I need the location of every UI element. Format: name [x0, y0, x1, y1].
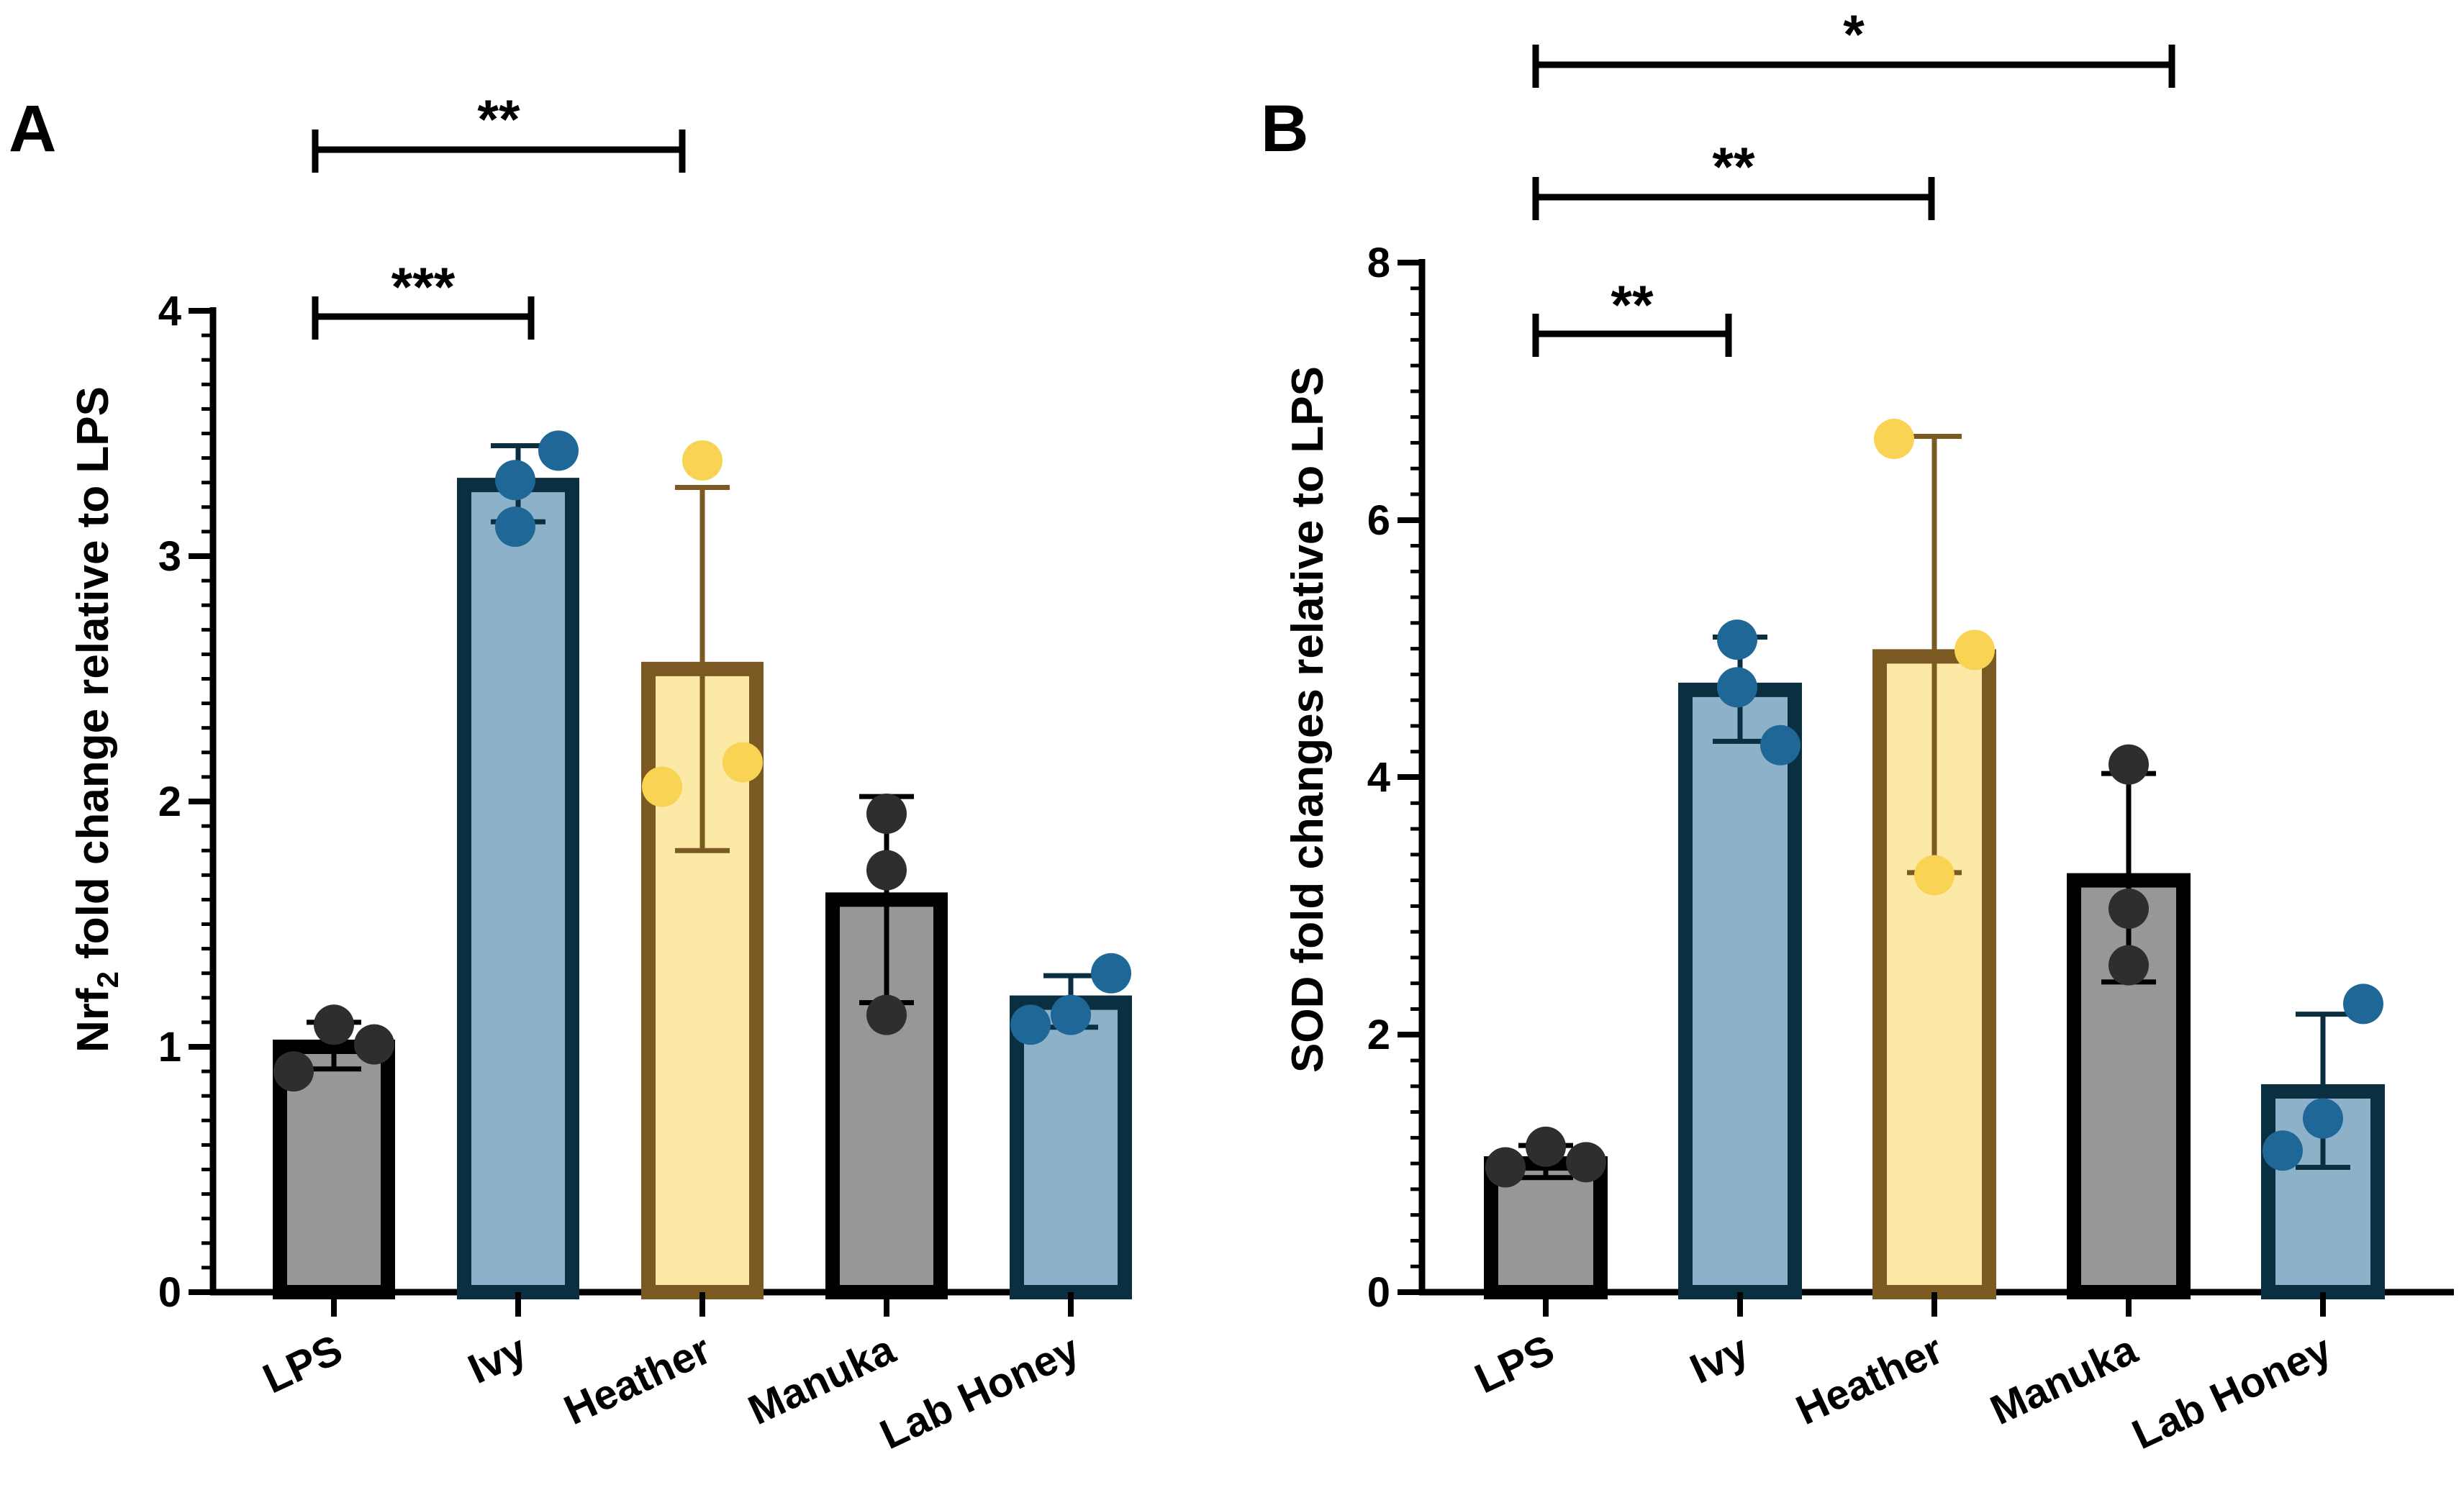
panel-a-data-point-lab-honey [1091, 953, 1131, 994]
panel-b-y-tick-label-8: 8 [1367, 240, 1390, 286]
panel-b-data-point-heather [1914, 855, 1955, 896]
panel-b-y-axis-title: SOD fold changes relative to LPS [1283, 366, 1333, 1073]
panel-a: A Nrf2 fold change relative to LPS 0 1 2… [9, 89, 1132, 1458]
panel-b-y-tick-label-0: 0 [1367, 1269, 1390, 1316]
panel-b-bar-group-ivy [1678, 619, 1802, 1299]
panel-b-y-tick-label-2: 2 [1367, 1012, 1390, 1058]
panel-b-comparison-lps-heather: ** [1532, 137, 1935, 220]
panel-b-data-point-lps [1526, 1126, 1566, 1167]
panel-a-y-tick-label-0: 0 [158, 1269, 181, 1316]
panel-a-letter: A [9, 92, 56, 165]
panel-b-y-ticks: 0 2 4 6 8 [1367, 240, 1422, 1316]
panel-b-letter: B [1261, 92, 1308, 165]
panel-a-y-tick-label-1: 1 [158, 1024, 181, 1071]
panel-b-bar-group-heather [1872, 419, 1996, 1299]
panel-a-sig-label-lps-heather: ** [477, 89, 520, 150]
panel-b-data-point-ivy [1717, 667, 1757, 708]
panel-a-y-tick-label-4: 4 [158, 288, 181, 335]
panel-a-x-label-ivy: Ivy [461, 1326, 534, 1393]
panel-a-data-point-lab-honey [1010, 1004, 1051, 1045]
panel-b-bars [1484, 419, 2385, 1299]
panel-a-data-point-ivy [495, 460, 535, 501]
panel-a-bars [273, 430, 1132, 1299]
panel-a-y-axis-title-subscript: 2 [91, 971, 124, 988]
panel-b-sig-label-lps-manuka: * [1843, 4, 1865, 65]
panel-a-data-point-manuka [866, 850, 907, 891]
panel-a-data-point-lps [314, 1004, 354, 1045]
panel-b-data-point-heather [1955, 630, 1995, 671]
panel-b-significance: ** ** * [1532, 4, 2175, 357]
panel-b-x-label-heather: Heather [1789, 1326, 1949, 1434]
panel-b-data-point-lab-honey [2303, 1098, 2343, 1139]
panel-a-data-point-lps [354, 1024, 394, 1065]
panel-b-bar-group-lps [1484, 1126, 1608, 1299]
panel-a-data-point-lab-honey [1051, 994, 1091, 1035]
panel-b-x-label-ivy: Ivy [1683, 1326, 1756, 1393]
panel-b-x-label-manuka: Manuka [1983, 1326, 2144, 1434]
panel-b-data-point-ivy [1717, 619, 1757, 660]
panel-b-bar-ivy [1678, 682, 1802, 1299]
panel-a-data-point-lps [273, 1051, 314, 1092]
panel-a-data-point-manuka [866, 794, 907, 835]
panel-a-sig-label-lps-ivy: *** [391, 257, 456, 318]
panel-a-significance: *** ** [312, 89, 686, 340]
panel-a-data-point-ivy [538, 430, 579, 471]
panel-a-bar-group-lab-honey [1010, 953, 1132, 1299]
panel-a-bar-group-manuka [825, 794, 948, 1299]
panel-a-bar-group-lps [273, 1004, 395, 1299]
panel-a-x-ticks: LPS Ivy Heather Manuka Lab Honey [256, 1292, 1086, 1458]
panel-a-y-ticks: 0 1 2 3 4 [158, 288, 213, 1316]
panel-b-bar-group-lab-honey [2261, 984, 2385, 1299]
panel-b-data-point-manuka [2109, 744, 2149, 785]
panel-b-data-point-lab-honey [2343, 984, 2383, 1025]
panel-b-data-point-manuka [2109, 888, 2149, 929]
panel-b: B SOD fold changes relative to LPS 0 2 4… [1261, 4, 2454, 1458]
panel-a-bar-lab-honey [1010, 995, 1132, 1299]
panel-a-x-label-heather: Heather [557, 1326, 717, 1434]
panel-b-sig-label-lps-heather: ** [1712, 137, 1755, 198]
panel-a-data-point-heather [642, 766, 682, 807]
panel-b-x-label-lab-honey: Lab Honey [2125, 1326, 2338, 1458]
panel-a-data-point-heather [723, 742, 763, 783]
panel-a-bar-group-heather [641, 440, 764, 1299]
panel-a-y-axis-title-main: Nrf [68, 988, 118, 1053]
panel-b-comparison-lps-manuka: * [1532, 4, 2175, 88]
panel-a-bar-group-ivy [457, 430, 579, 1299]
panel-a-y-tick-label-3: 3 [158, 533, 181, 580]
panel-a-data-point-heather [682, 440, 723, 481]
panel-b-y-tick-label-6: 6 [1367, 497, 1390, 544]
panel-a-comparison-lps-ivy: *** [312, 257, 535, 340]
panel-a-data-point-ivy [495, 507, 535, 548]
panel-b-bar-group-manuka [2067, 744, 2191, 1299]
panel-a-x-label-lab-honey: Lab Honey [873, 1326, 1086, 1458]
panel-b-data-point-manuka [2109, 945, 2149, 986]
panel-a-y-axis-title: Nrf2 fold change relative to LPS [68, 386, 124, 1053]
panel-b-x-label-lps: LPS [1468, 1326, 1562, 1403]
panel-a-x-label-lps: LPS [256, 1326, 350, 1403]
panel-b-x-ticks: LPS Ivy Heather Manuka Lab Honey [1468, 1292, 2338, 1458]
panel-a-bar-ivy [457, 478, 579, 1299]
panel-b-comparison-lps-ivy: ** [1532, 275, 1732, 357]
panel-b-data-point-ivy [1760, 725, 1801, 766]
panel-b-data-point-lps [1566, 1142, 1606, 1183]
panel-b-data-point-heather [1874, 419, 1914, 460]
panel-b-sig-label-lps-ivy: ** [1611, 275, 1654, 336]
panel-a-y-axis-title-rest: fold change relative to LPS [68, 386, 118, 971]
panel-a-comparison-lps-heather: ** [312, 89, 686, 173]
panel-b-y-tick-label-4: 4 [1367, 754, 1390, 801]
panel-a-data-point-manuka [866, 994, 907, 1035]
panel-b-data-point-lab-honey [2263, 1130, 2303, 1171]
panel-a-y-tick-label-2: 2 [158, 778, 181, 825]
panel-b-data-point-lps [1485, 1147, 1526, 1188]
